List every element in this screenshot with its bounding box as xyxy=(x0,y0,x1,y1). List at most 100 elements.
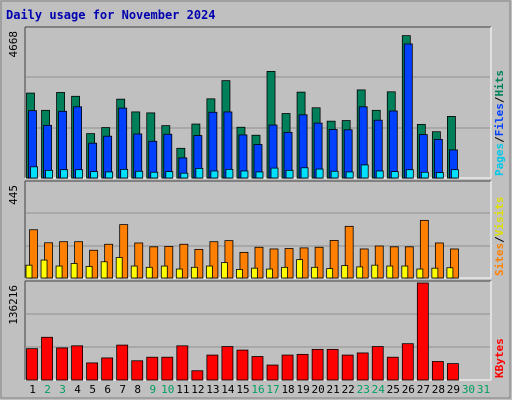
bar-kbytes xyxy=(431,361,444,381)
bar-visits xyxy=(356,266,364,279)
bar-kbytes xyxy=(116,344,129,381)
bar-visits xyxy=(40,259,48,279)
x-tick-label: 13 xyxy=(206,383,219,396)
x-tick-label: 1 xyxy=(29,383,36,396)
x-tick-label: 12 xyxy=(191,383,204,396)
bar-pages xyxy=(345,171,354,179)
bar-visits xyxy=(296,259,303,279)
bar-sites xyxy=(404,246,414,279)
x-tick-label: 20 xyxy=(312,383,325,396)
bar-visits xyxy=(160,265,168,279)
bar-pages xyxy=(330,170,339,179)
bar-visits xyxy=(205,265,213,279)
bar-sites xyxy=(269,248,279,279)
bar-pages xyxy=(375,170,384,179)
bar-visits xyxy=(446,267,454,279)
x-tick-label: 10 xyxy=(161,383,174,396)
bar-visits xyxy=(341,265,349,279)
bar-pages xyxy=(270,167,279,179)
x-tick-label: 19 xyxy=(296,383,309,396)
bar-visits xyxy=(281,266,288,279)
bar-pages xyxy=(240,170,249,179)
bar-kbytes xyxy=(176,345,189,381)
x-tick-label: 3 xyxy=(59,383,66,396)
bar-kbytes xyxy=(86,362,99,381)
bar-files xyxy=(223,111,233,179)
x-tick-label: 5 xyxy=(89,383,96,396)
bar-pages xyxy=(45,169,53,179)
x-tick-label: 21 xyxy=(327,383,340,396)
bar-visits xyxy=(190,266,198,279)
bar-kbytes xyxy=(251,356,264,381)
x-tick-label: 23 xyxy=(357,383,370,396)
legend-entry: Visits xyxy=(493,197,506,237)
bar-sites xyxy=(134,242,144,279)
bar-kbytes xyxy=(191,370,204,381)
hits-files-pages-panel-ymax-label: 4668 xyxy=(7,31,20,58)
legend-entry: / xyxy=(493,96,506,103)
bar-kbytes xyxy=(401,343,414,381)
bar-visits xyxy=(266,268,273,279)
legend-entry: / xyxy=(493,236,506,243)
x-tick-label: 26 xyxy=(402,383,415,396)
bar-pages xyxy=(451,169,459,179)
bar-pages xyxy=(30,166,38,179)
bar-kbytes xyxy=(356,352,369,381)
bar-visits xyxy=(386,265,394,279)
bar-kbytes xyxy=(56,347,68,381)
bar-visits xyxy=(401,265,409,279)
bar-kbytes xyxy=(326,348,339,381)
bar-visits xyxy=(100,261,108,279)
x-tick-label: 16 xyxy=(251,383,264,396)
x-tick-label: 27 xyxy=(417,383,430,396)
bar-visits xyxy=(115,257,123,279)
bar-pages xyxy=(105,171,114,179)
bar-pages xyxy=(90,171,99,179)
bar-visits xyxy=(371,264,379,279)
bar-pages xyxy=(210,170,219,179)
bar-sites xyxy=(450,248,459,279)
bar-pages xyxy=(225,168,234,179)
bar-files xyxy=(388,110,398,179)
x-tick-label: 17 xyxy=(266,383,279,396)
bar-kbytes xyxy=(311,348,324,381)
bar-sites xyxy=(434,242,444,279)
x-tick-label: 28 xyxy=(432,383,445,396)
bar-pages xyxy=(315,168,324,179)
x-tick-label: 18 xyxy=(281,383,294,396)
bar-kbytes xyxy=(386,356,399,381)
bar-pages xyxy=(150,171,159,179)
legend-entry: Sites xyxy=(493,243,506,276)
bar-kbytes xyxy=(371,346,384,381)
bar-kbytes xyxy=(266,364,279,381)
bar-sites xyxy=(329,240,339,279)
x-tick-label: 7 xyxy=(119,383,126,396)
bar-sites xyxy=(194,248,204,279)
bar-kbytes xyxy=(206,354,219,381)
panels: 4668 445 136216 xyxy=(7,26,492,381)
bar-pages xyxy=(75,169,83,179)
x-axis-day-labels: 1 2 3 4 5 6 7 8 9 10 11 12 13 14 15 16 17 18 19 20 21 22 23 24 2… xyxy=(29,383,490,396)
bar-pages xyxy=(285,169,294,179)
bar-visits xyxy=(85,266,93,279)
legend-entry: Hits xyxy=(493,70,506,97)
bar-sites xyxy=(179,243,189,279)
bar-files xyxy=(58,110,67,179)
x-tick-label: 25 xyxy=(387,383,400,396)
bar-visits xyxy=(416,268,424,279)
legend-entry: Pages xyxy=(493,143,506,176)
x-tick-label: 30 xyxy=(462,383,475,396)
bar-files xyxy=(418,134,428,179)
x-tick-label: 24 xyxy=(372,383,386,396)
x-tick-label: 11 xyxy=(176,383,189,396)
bar-files xyxy=(73,106,82,179)
bar-visits xyxy=(145,266,153,279)
bar-files xyxy=(208,111,218,179)
bar-sites xyxy=(119,224,129,279)
bar-pages xyxy=(360,164,369,179)
x-tick-label: 29 xyxy=(447,383,460,396)
bar-kbytes xyxy=(236,349,249,381)
